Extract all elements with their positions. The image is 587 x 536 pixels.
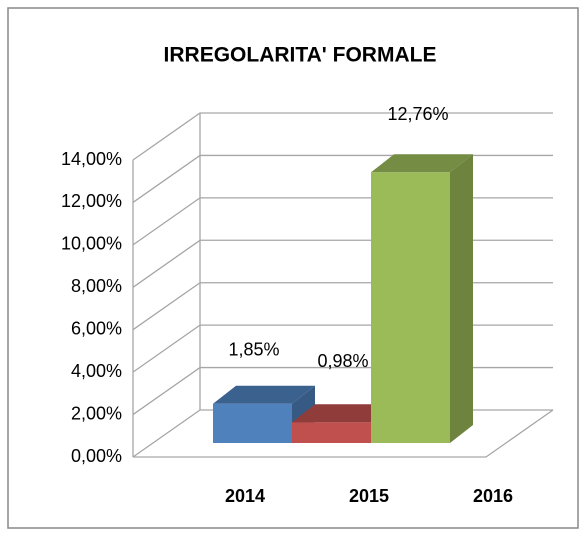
bar-top bbox=[292, 404, 394, 423]
floor bbox=[133, 409, 554, 458]
y-tick-label: 0,00% bbox=[71, 446, 122, 466]
bar bbox=[213, 403, 292, 443]
x-tick-label: 2014 bbox=[225, 486, 265, 506]
chart-title: IRREGOLARITA' FORMALE bbox=[164, 44, 437, 67]
bar-top bbox=[213, 385, 315, 404]
y-tick-label: 2,00% bbox=[71, 403, 122, 423]
value-label: 0,98% bbox=[317, 351, 368, 371]
value-label: 1,85% bbox=[228, 340, 279, 360]
x-tick-label: 2016 bbox=[473, 486, 513, 506]
bar bbox=[292, 422, 371, 443]
y-tick-label: 10,00% bbox=[61, 234, 122, 254]
y-tick-label: 14,00% bbox=[61, 149, 122, 169]
bar-side bbox=[450, 154, 473, 443]
y-tick-label: 8,00% bbox=[71, 276, 122, 296]
bar-top bbox=[371, 154, 473, 173]
grid-line bbox=[132, 112, 553, 161]
y-tick-label: 4,00% bbox=[71, 361, 122, 381]
x-tick-label: 2015 bbox=[349, 486, 389, 506]
y-tick-label: 6,00% bbox=[71, 318, 122, 338]
value-label: 12,76% bbox=[387, 104, 448, 124]
y-tick-label: 12,00% bbox=[61, 191, 122, 211]
bar bbox=[371, 172, 450, 443]
